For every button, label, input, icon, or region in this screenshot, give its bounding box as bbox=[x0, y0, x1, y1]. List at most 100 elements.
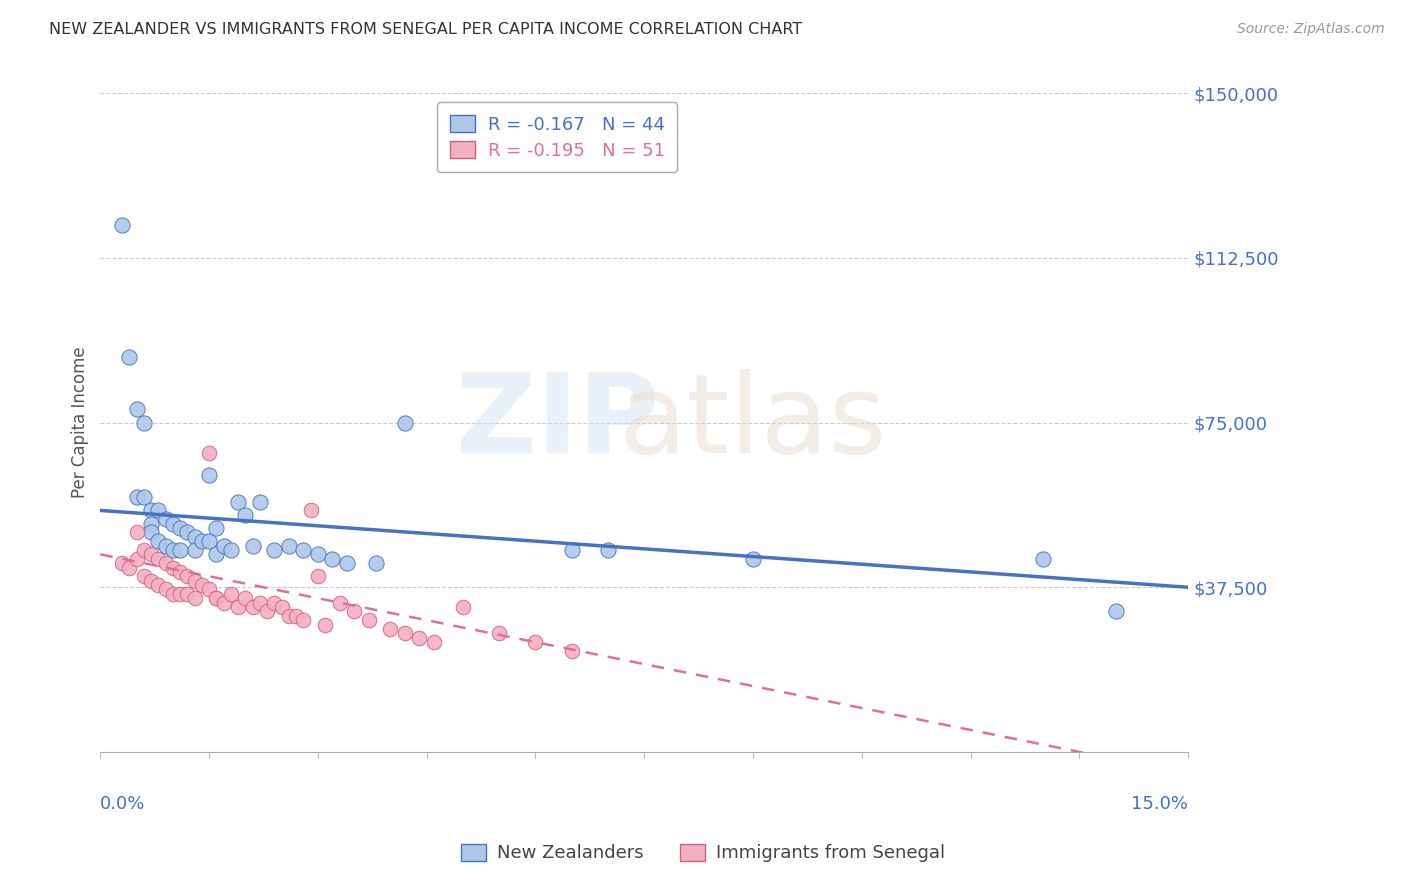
Point bbox=[148, 578, 170, 592]
Point bbox=[292, 543, 315, 558]
Point bbox=[205, 521, 228, 535]
Point bbox=[205, 591, 228, 606]
Point bbox=[111, 556, 134, 570]
Point bbox=[183, 530, 205, 544]
Point bbox=[561, 644, 583, 658]
Point bbox=[408, 631, 430, 645]
Point bbox=[132, 416, 155, 430]
Point bbox=[226, 494, 249, 508]
Point bbox=[561, 543, 583, 558]
Point bbox=[183, 543, 205, 558]
Point bbox=[488, 626, 510, 640]
Point bbox=[155, 512, 177, 526]
Text: atlas: atlas bbox=[619, 369, 887, 476]
Point bbox=[118, 560, 141, 574]
Text: 0.0%: 0.0% bbox=[100, 795, 146, 813]
Point bbox=[176, 525, 198, 540]
Text: NEW ZEALANDER VS IMMIGRANTS FROM SENEGAL PER CAPITA INCOME CORRELATION CHART: NEW ZEALANDER VS IMMIGRANTS FROM SENEGAL… bbox=[49, 22, 803, 37]
Point bbox=[256, 604, 278, 618]
Point bbox=[394, 626, 416, 640]
Y-axis label: Per Capita Income: Per Capita Income bbox=[72, 347, 89, 499]
Point bbox=[125, 551, 148, 566]
Point bbox=[139, 574, 162, 588]
Point bbox=[249, 494, 271, 508]
Point bbox=[125, 402, 148, 417]
Legend: New Zealanders, Immigrants from Senegal: New Zealanders, Immigrants from Senegal bbox=[454, 837, 952, 870]
Point bbox=[321, 551, 343, 566]
Point bbox=[111, 218, 134, 232]
Point bbox=[242, 539, 264, 553]
Point bbox=[329, 596, 352, 610]
Point bbox=[198, 468, 221, 483]
Point bbox=[198, 446, 221, 460]
Point bbox=[162, 543, 184, 558]
Point bbox=[596, 543, 619, 558]
Point bbox=[191, 578, 214, 592]
Point bbox=[132, 543, 155, 558]
Point bbox=[155, 582, 177, 597]
Point bbox=[148, 503, 170, 517]
Point bbox=[219, 587, 242, 601]
Point bbox=[148, 551, 170, 566]
Point bbox=[205, 547, 228, 561]
Point bbox=[176, 569, 198, 583]
Point bbox=[148, 534, 170, 549]
Point bbox=[198, 582, 221, 597]
Point bbox=[277, 608, 299, 623]
Point bbox=[162, 516, 184, 531]
Point bbox=[176, 587, 198, 601]
Point bbox=[263, 543, 285, 558]
Text: ZIP: ZIP bbox=[456, 369, 659, 476]
Point bbox=[742, 551, 765, 566]
Point bbox=[380, 622, 402, 636]
Point bbox=[242, 600, 264, 615]
Point bbox=[226, 600, 249, 615]
Point bbox=[183, 574, 205, 588]
Point bbox=[451, 600, 474, 615]
Point bbox=[139, 525, 162, 540]
Point bbox=[1104, 604, 1126, 618]
Point bbox=[169, 587, 191, 601]
Point bbox=[299, 503, 322, 517]
Point bbox=[357, 613, 380, 627]
Point bbox=[125, 490, 148, 504]
Text: 15.0%: 15.0% bbox=[1132, 795, 1188, 813]
Point bbox=[263, 596, 285, 610]
Point bbox=[191, 534, 214, 549]
Point bbox=[277, 539, 299, 553]
Point bbox=[307, 569, 329, 583]
Point bbox=[169, 565, 191, 579]
Point bbox=[118, 350, 141, 364]
Point bbox=[219, 543, 242, 558]
Point bbox=[336, 556, 359, 570]
Point bbox=[524, 635, 547, 649]
Point bbox=[205, 591, 228, 606]
Point bbox=[212, 539, 235, 553]
Point bbox=[169, 543, 191, 558]
Point bbox=[314, 617, 336, 632]
Point bbox=[183, 591, 205, 606]
Legend: R = -0.167   N = 44, R = -0.195   N = 51: R = -0.167 N = 44, R = -0.195 N = 51 bbox=[437, 103, 678, 172]
Point bbox=[139, 503, 162, 517]
Point bbox=[162, 587, 184, 601]
Point bbox=[285, 608, 308, 623]
Point bbox=[132, 569, 155, 583]
Point bbox=[212, 596, 235, 610]
Point bbox=[155, 556, 177, 570]
Point bbox=[235, 591, 257, 606]
Point bbox=[169, 521, 191, 535]
Point bbox=[198, 534, 221, 549]
Point bbox=[292, 613, 315, 627]
Point bbox=[307, 547, 329, 561]
Point bbox=[139, 516, 162, 531]
Point bbox=[1032, 551, 1054, 566]
Text: Source: ZipAtlas.com: Source: ZipAtlas.com bbox=[1237, 22, 1385, 37]
Point bbox=[423, 635, 446, 649]
Point bbox=[139, 547, 162, 561]
Point bbox=[125, 525, 148, 540]
Point bbox=[155, 539, 177, 553]
Point bbox=[249, 596, 271, 610]
Point bbox=[394, 416, 416, 430]
Point bbox=[132, 490, 155, 504]
Point bbox=[235, 508, 257, 522]
